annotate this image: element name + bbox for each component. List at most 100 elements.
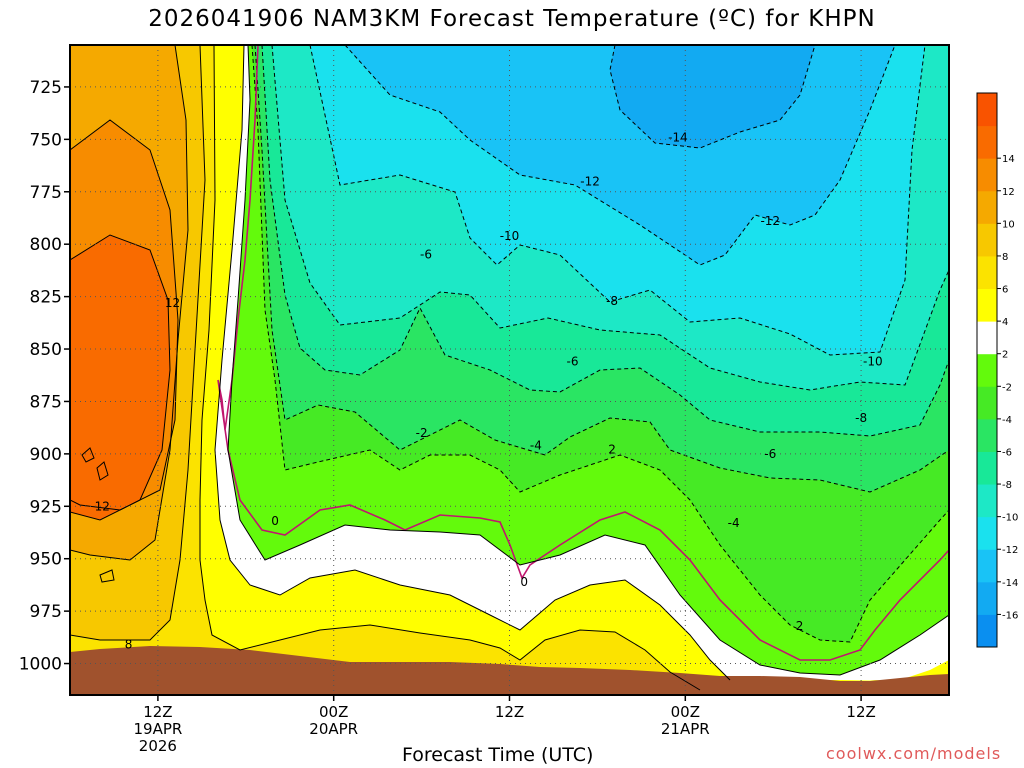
contour-label: 8 — [125, 638, 133, 652]
colorbar-label: -6 — [1002, 447, 1012, 458]
x-tick-label: 12Z — [143, 703, 172, 721]
y-tick-label: 825 — [30, 288, 62, 308]
y-axis: 725 750 775 800 825 850 875 900 925 950 975 1000 — [19, 78, 70, 675]
y-tick-label: 800 — [30, 235, 62, 255]
contour-label: 12 — [165, 296, 180, 310]
isotherm-6 — [199, 45, 701, 691]
y-tick-label: 950 — [30, 550, 62, 570]
contour-label: -14 — [668, 130, 688, 144]
colorbar-label: 12 — [1002, 187, 1015, 198]
contour-label: -10 — [500, 229, 520, 243]
isotherm-minus2 — [251, 45, 949, 643]
contour-label: -4 — [728, 516, 740, 530]
warm-pocket-c — [99, 569, 115, 583]
contour-label: -10 — [863, 355, 883, 369]
colorbar-label: -10 — [1002, 513, 1018, 524]
colorbar-label: 4 — [1002, 317, 1008, 328]
colorbar-label: 2 — [1002, 350, 1008, 361]
colorbar-swatch — [977, 386, 997, 420]
warm-pocket-b — [96, 461, 109, 481]
contour-label: -6 — [764, 447, 776, 461]
isotherm-12 — [70, 119, 179, 511]
contour-label: -6 — [567, 355, 579, 369]
colorbar-swatch — [977, 158, 997, 192]
x-tick-label: 12Z — [495, 703, 524, 721]
isotherm-10 — [70, 45, 189, 561]
x-axis-label: Forecast Time (UTC) — [402, 744, 594, 766]
colorbar-label: 8 — [1002, 252, 1008, 263]
colorbar-swatch — [977, 484, 997, 518]
x-tick-date: 21APR — [661, 720, 710, 738]
contour-label: 0 — [520, 575, 528, 589]
isotherm-zero — [217, 45, 949, 661]
colorbar-swatch — [977, 549, 997, 583]
contour-label: -12 — [760, 214, 780, 228]
isotherm-8 — [70, 45, 206, 641]
colorbar-label: -16 — [1002, 610, 1018, 621]
x-tick-date: 19APR — [133, 720, 182, 738]
colorbar-label: 6 — [1002, 285, 1008, 296]
warm-pocket-a — [81, 447, 95, 463]
contour-label: 2 — [796, 619, 804, 633]
colorbar-frame — [976, 92, 998, 648]
chart-title: 2026041906 NAM3KM Forecast Temperature (… — [148, 6, 876, 32]
colorbar-swatch — [977, 353, 997, 387]
contour-label: -4 — [530, 438, 542, 452]
colorbar-label: 10 — [1002, 219, 1015, 230]
y-tick-label: 900 — [30, 445, 62, 465]
isotherm-minus10 — [309, 45, 926, 356]
contour-label: -6 — [420, 248, 432, 262]
colorbar-swatch — [977, 581, 997, 615]
colorbar-swatch — [977, 255, 997, 290]
x-tick-year: 2026 — [139, 737, 177, 755]
contour-label: 0 — [271, 514, 279, 528]
y-tick-label: 775 — [30, 183, 62, 203]
x-tick-label: 00Z — [671, 703, 700, 721]
y-tick-label: 850 — [30, 340, 62, 360]
colorbar-label: -14 — [1002, 578, 1018, 589]
y-tick-label: 725 — [30, 78, 62, 98]
y-tick-label: 875 — [30, 392, 62, 412]
isotherm-14 — [70, 234, 171, 521]
site-credit[interactable]: coolwx.com/models — [826, 744, 1002, 763]
colorbar-label: -2 — [1002, 382, 1012, 393]
colorbar-swatch — [977, 190, 997, 224]
colorbar-label: 14 — [1002, 154, 1015, 165]
colorbar-swatch — [977, 288, 997, 322]
y-tick-label: 925 — [30, 497, 62, 517]
colorbar-label: -8 — [1002, 480, 1012, 491]
region-above-14 — [70, 235, 170, 520]
contour-labels: -14 -12 -12 -10 -10 -8 -8 -6 -6 -6 -4 -4 -2 2 2 0 0 12 12 8 — [95, 130, 883, 652]
colorbar-swatch — [977, 125, 997, 159]
colorbar-swatch — [977, 418, 997, 452]
colorbar-swatch — [977, 451, 997, 485]
colorbar: -16 -14 -12 -10 -8 -6 -4 -2 2 4 6 8 10 12 14 — [976, 92, 1018, 648]
colorbar-label: -4 — [1002, 415, 1012, 426]
contour-label: -12 — [580, 174, 600, 188]
colorbar-swatch — [977, 93, 997, 127]
contour-label: 2 — [608, 443, 616, 457]
contour-label: 12 — [95, 499, 110, 513]
contour-lines — [70, 45, 949, 691]
colorbar-swatch — [977, 614, 997, 648]
isotherm-2 — [227, 45, 949, 676]
contour-label: -2 — [416, 426, 428, 440]
colorbar-swatch — [977, 321, 997, 355]
region-below-minus14 — [610, 45, 815, 148]
colorbar-label: -12 — [1002, 545, 1018, 556]
x-tick-date: 20APR — [309, 720, 358, 738]
isotherm-minus14 — [609, 45, 816, 149]
x-tick-label: 12Z — [846, 703, 875, 721]
isotherm-minus6 — [261, 45, 949, 437]
y-tick-label: 975 — [30, 602, 62, 622]
contour-label: -8 — [855, 411, 867, 425]
colorbar-swatch — [977, 223, 997, 257]
isotherm-minus12 — [344, 45, 896, 266]
isotherm-4 — [214, 45, 731, 681]
contour-label: -8 — [606, 294, 618, 308]
y-tick-label: 750 — [30, 130, 62, 150]
x-tick-label: 00Z — [319, 703, 348, 721]
gridlines — [70, 45, 949, 695]
